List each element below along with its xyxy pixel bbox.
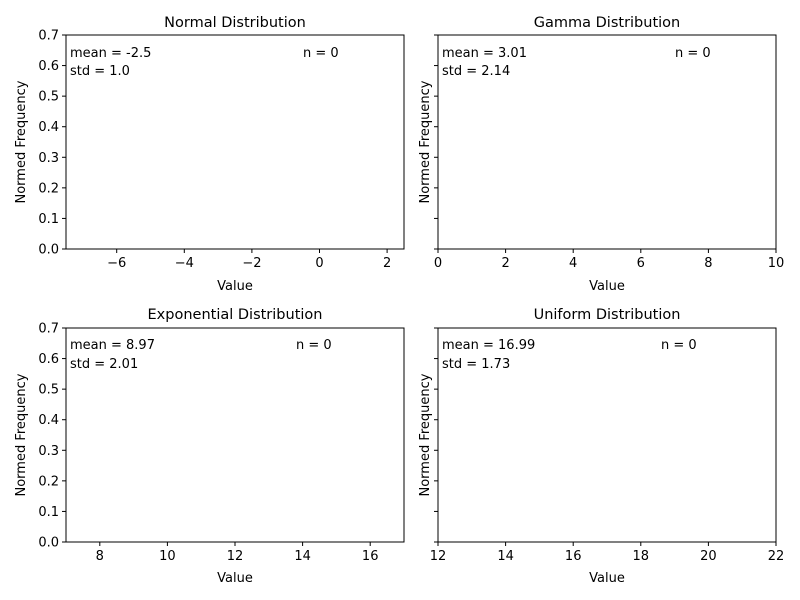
plot-frame: [437, 34, 777, 250]
x-tick-label: 8: [96, 549, 104, 564]
count-annotation: n = 0: [661, 338, 697, 353]
y-axis-label: Normed Frequency: [14, 373, 29, 496]
x-tick-label: 14: [497, 549, 514, 564]
x-ticks: 12 14 16 18 20 22: [430, 542, 785, 564]
y-ticks: 0.0 0.1 0.2 0.3 0.4 0.5 0.6 0.7: [38, 29, 66, 258]
panel-title: Normal Distribution: [164, 15, 306, 31]
x-tick-label: 14: [294, 549, 311, 564]
y-tick-label: 0.7: [38, 322, 59, 337]
y-tick-label: 0.4: [38, 120, 59, 135]
plot-frame: [437, 327, 777, 543]
panel-title: Exponential Distribution: [148, 307, 323, 323]
mean-annotation: mean = 16.99: [442, 338, 535, 353]
x-tick-label: −4: [175, 256, 194, 271]
y-axis-label: Normed Frequency: [14, 80, 29, 203]
y-axis-label: Normed Frequency: [418, 80, 433, 203]
y-ticks: 0.0 0.1 0.2 0.3 0.4 0.5 0.6 0.7: [38, 322, 66, 551]
count-annotation: n = 0: [675, 46, 711, 61]
x-ticks: −6 −4 −2 0 2: [107, 249, 391, 271]
x-ticks: 8 10 12 14 16: [96, 542, 379, 564]
x-axis-label: Value: [589, 279, 625, 294]
y-tick-label: 0.5: [38, 90, 59, 105]
x-tick-label: 2: [383, 256, 391, 271]
y-tick-label: 0.0: [38, 536, 59, 551]
x-axis-label: Value: [217, 279, 253, 294]
mean-annotation: mean = 3.01: [442, 46, 527, 61]
std-annotation: std = 1.73: [442, 357, 510, 372]
x-tick-label: 6: [637, 256, 645, 271]
y-tick-label: 0.4: [38, 413, 59, 428]
x-tick-label: 20: [700, 549, 717, 564]
x-tick-label: 10: [768, 256, 785, 271]
panel-exponential: Exponential Distribution Value Normed Fr…: [14, 307, 405, 586]
x-tick-label: 16: [565, 549, 582, 564]
y-axis-label: Normed Frequency: [418, 373, 433, 496]
std-annotation: std = 1.0: [70, 64, 130, 79]
x-tick-label: 12: [430, 549, 447, 564]
x-axis-label: Value: [217, 571, 253, 586]
y-tick-label: 0.2: [38, 181, 59, 196]
x-tick-label: 8: [704, 256, 712, 271]
x-tick-label: 16: [362, 549, 379, 564]
y-tick-label: 0.1: [38, 212, 59, 227]
y-tick-label: 0.0: [38, 243, 59, 258]
count-annotation: n = 0: [296, 338, 332, 353]
x-tick-label: −2: [242, 256, 261, 271]
mean-annotation: mean = 8.97: [70, 338, 155, 353]
x-tick-label: 0: [434, 256, 442, 271]
x-tick-label: 12: [227, 549, 244, 564]
x-tick-label: 22: [768, 549, 785, 564]
panel-uniform: Uniform Distribution Value Normed Freque…: [418, 307, 784, 586]
y-tick-label: 0.6: [38, 59, 59, 74]
x-tick-label: 18: [633, 549, 650, 564]
panel-normal: Normal Distribution Value Normed Frequen…: [14, 15, 405, 294]
x-axis-label: Value: [589, 571, 625, 586]
x-ticks: 0 2 4 6 8 10: [434, 249, 784, 271]
x-tick-label: 10: [159, 549, 176, 564]
panel-title: Uniform Distribution: [534, 307, 681, 323]
count-annotation: n = 0: [303, 46, 339, 61]
x-tick-label: 2: [501, 256, 509, 271]
std-annotation: std = 2.14: [442, 64, 510, 79]
plot-frame: [65, 34, 405, 250]
y-tick-label: 0.7: [38, 29, 59, 44]
x-tick-label: 0: [315, 256, 323, 271]
std-annotation: std = 2.01: [70, 357, 138, 372]
x-tick-label: 4: [569, 256, 577, 271]
panel-gamma: Gamma Distribution Value Normed Frequenc…: [418, 15, 784, 294]
mean-annotation: mean = -2.5: [70, 46, 151, 61]
x-tick-label: −6: [107, 256, 126, 271]
y-tick-label: 0.1: [38, 505, 59, 520]
y-tick-label: 0.5: [38, 383, 59, 398]
panel-title: Gamma Distribution: [534, 15, 680, 31]
y-tick-label: 0.6: [38, 352, 59, 367]
y-tick-label: 0.3: [38, 444, 59, 459]
y-tick-label: 0.3: [38, 151, 59, 166]
plot-frame: [65, 327, 405, 543]
y-ticks: [434, 327, 438, 543]
y-tick-label: 0.2: [38, 474, 59, 489]
y-ticks: [434, 34, 438, 250]
